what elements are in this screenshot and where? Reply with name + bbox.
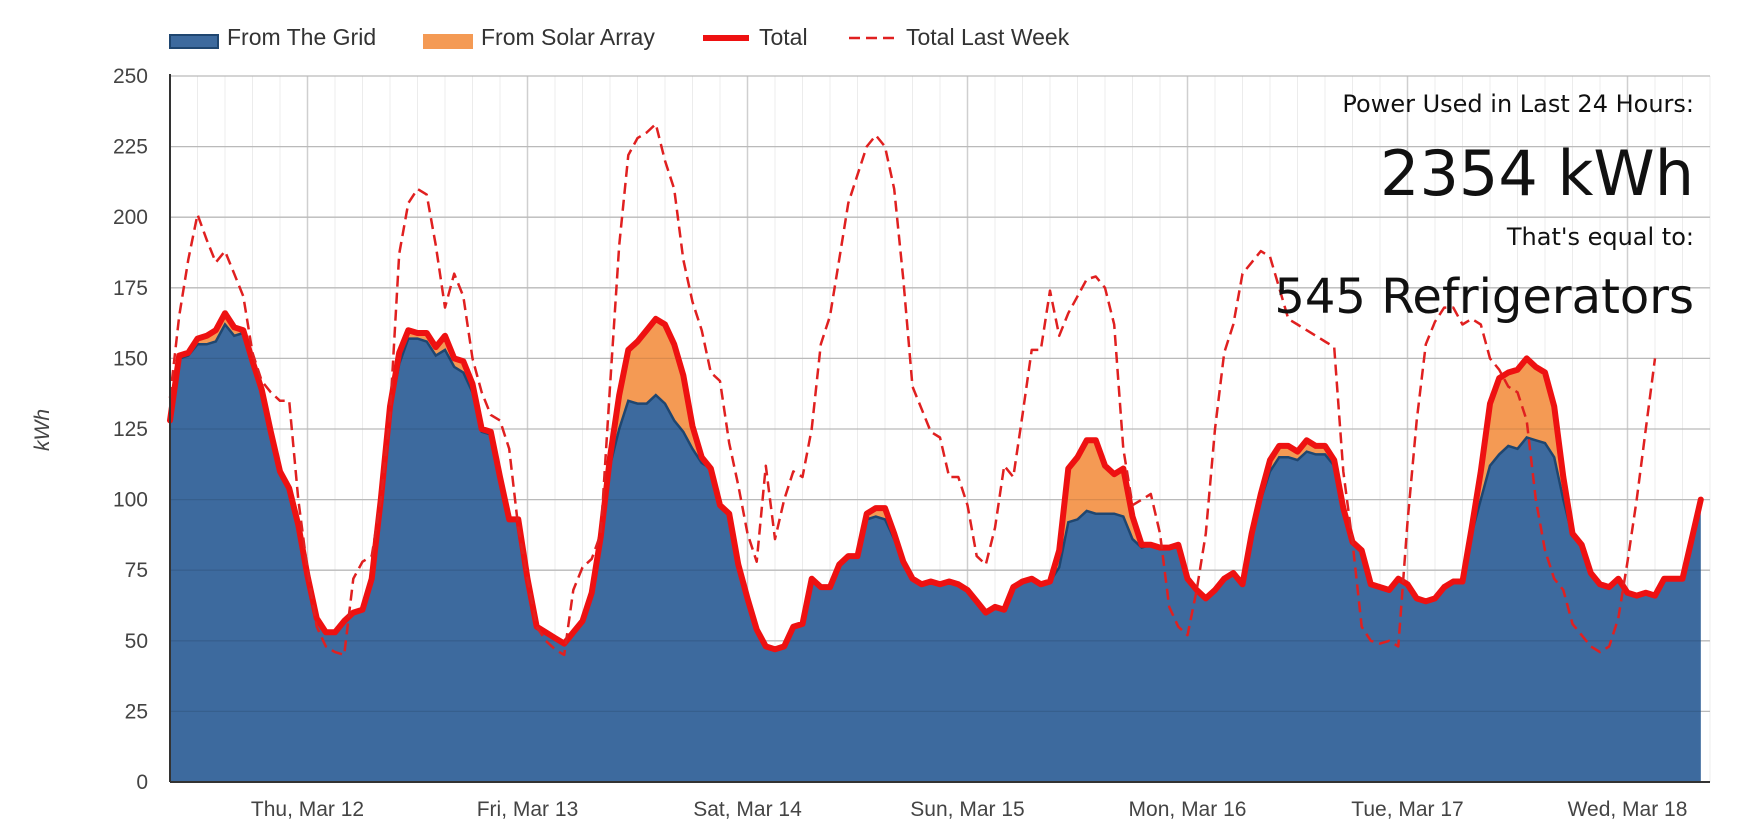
y-tick-label: 250	[113, 65, 148, 88]
usage-value: 2354 kWh	[1380, 137, 1694, 210]
legend-item-grid[interactable]: From The Grid	[169, 24, 376, 50]
x-tick-label: Fri, Mar 13	[477, 798, 579, 821]
y-tick-label: 175	[113, 277, 148, 300]
last-week-line	[168, 122, 1657, 657]
legend-label-last-week: Total Last Week	[906, 24, 1070, 50]
legend-label-total: Total	[759, 24, 808, 50]
total-line	[167, 310, 1704, 653]
x-tick-label: Sun, Mar 15	[910, 798, 1024, 821]
y-axis-title: kWh	[31, 409, 54, 451]
axes: 0 25 50 75 100 125 150 175 200 225 250 Thu, Mar 12 F…	[113, 65, 1710, 821]
x-tick-label: Sat, Mar 14	[693, 798, 802, 821]
legend-item-total[interactable]: Total	[703, 24, 808, 50]
x-tick-label: Mon, Mar 16	[1129, 798, 1247, 821]
legend-item-solar[interactable]: From Solar Array	[423, 24, 655, 50]
legend-label-solar: From Solar Array	[481, 24, 655, 50]
y-tick-label: 125	[113, 418, 148, 441]
grid-area	[170, 324, 1701, 782]
y-tick-label: 200	[113, 206, 148, 229]
legend-label-grid: From The Grid	[227, 24, 376, 50]
equivalent-value: 545 Refrigerators	[1274, 269, 1694, 325]
x-tick-label: Tue, Mar 17	[1351, 798, 1463, 821]
legend: From The Grid From Solar Array Total Tot…	[169, 24, 1070, 50]
y-tick-label: 150	[113, 347, 148, 370]
y-tick-label: 75	[125, 559, 148, 582]
y-tick-label: 50	[125, 630, 148, 653]
series-lines	[167, 122, 1704, 657]
y-tick-label: 100	[113, 489, 148, 512]
legend-swatch-solar	[423, 34, 473, 49]
x-tick-label: Thu, Mar 12	[251, 798, 364, 821]
usage-label: Power Used in Last 24 Hours:	[1342, 90, 1694, 118]
x-tick-label: Wed, Mar 18	[1568, 798, 1688, 821]
y-tick-label: 25	[125, 700, 148, 723]
y-tick-label: 225	[113, 136, 148, 159]
equivalent-label: That's equal to:	[1506, 223, 1694, 251]
y-tick-label: 0	[136, 771, 148, 794]
usage-summary: Power Used in Last 24 Hours: 2354 kWh Th…	[1274, 90, 1694, 325]
legend-item-last-week[interactable]: Total Last Week	[849, 24, 1070, 50]
legend-swatch-grid	[169, 34, 219, 49]
stacked-areas	[168, 75, 1710, 782]
